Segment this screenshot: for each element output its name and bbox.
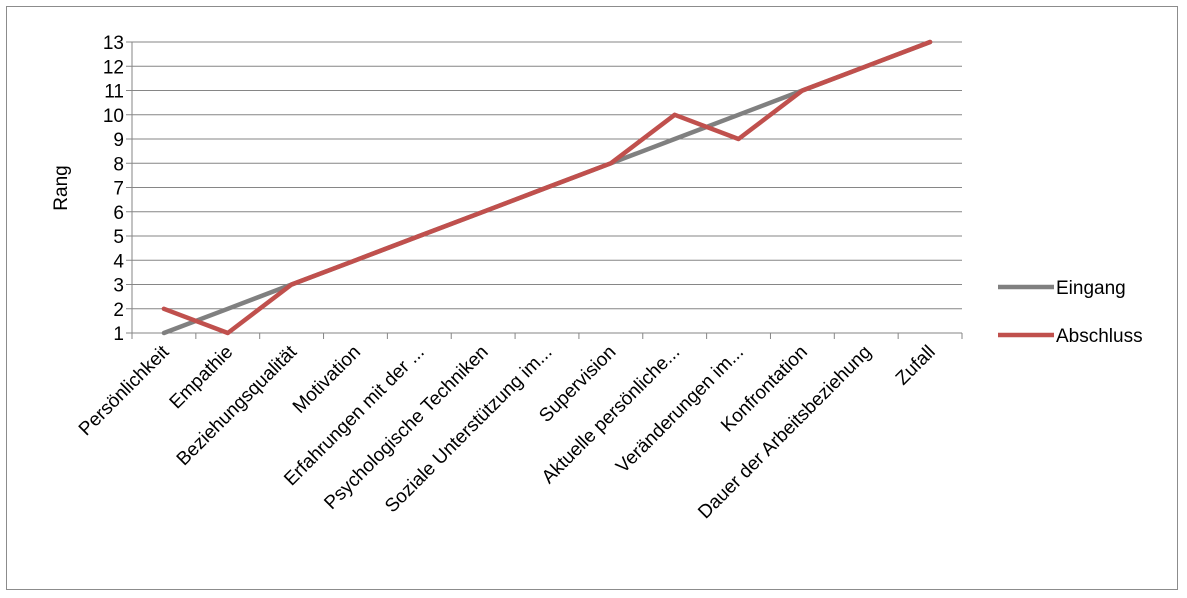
y-tick-label: 3 <box>113 276 124 297</box>
y-tick-label: 11 <box>104 82 124 103</box>
series-lines <box>161 39 933 336</box>
y-tick-label: 4 <box>113 251 124 272</box>
y-tick-label: 10 <box>103 106 124 127</box>
legend: Eingang Abschluss <box>998 278 1143 347</box>
y-axis-label: Rang <box>51 165 72 210</box>
x-tick-label: Persönlichkeit <box>75 341 174 440</box>
y-tick-label: 2 <box>113 300 124 321</box>
legend-label-eingang: Eingang <box>1056 278 1126 299</box>
y-tick-label: 8 <box>113 154 124 175</box>
y-tick-label: 13 <box>103 33 124 54</box>
series-line-abschluss <box>161 39 933 336</box>
y-tick-label: 5 <box>113 227 124 248</box>
axes <box>126 41 963 339</box>
y-tick-label: 1 <box>113 324 124 345</box>
y-tick-label: 9 <box>113 130 124 151</box>
x-tick-label: Zufall <box>892 342 940 390</box>
x-tick-labels: PersönlichkeitEmpathieBeziehungsqualität… <box>75 341 940 523</box>
y-tick-label: 7 <box>113 179 124 200</box>
x-tick-label: Beziehungsqualität <box>173 341 302 470</box>
x-tick-label: Veränderungen im... <box>612 342 748 478</box>
y-tick-label: 6 <box>113 203 124 224</box>
y-tick-label: 12 <box>103 57 124 78</box>
chart-frame <box>6 6 1178 590</box>
legend-label-abschluss: Abschluss <box>1056 326 1143 347</box>
